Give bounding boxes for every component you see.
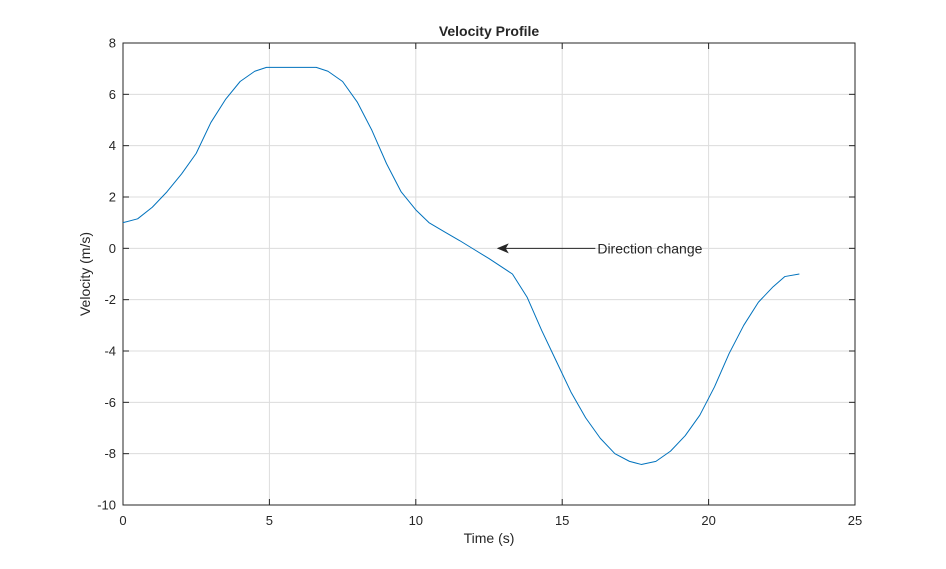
y-tick-label: 0 [109,241,116,256]
y-axis-label: Velocity (m/s) [77,232,93,316]
x-tick-label: 5 [266,513,273,528]
y-tick-label: 8 [109,36,116,51]
grid-lines [122,42,856,506]
plot-frame [122,42,856,506]
x-tick-label: 25 [848,513,862,528]
y-tick-label: 6 [109,87,116,102]
x-tick-label: 10 [409,513,423,528]
y-tick-label: -10 [97,498,116,513]
annotation-text: Direction change [597,240,702,256]
y-tick-label: -8 [104,446,116,461]
x-tick-label: 15 [555,513,569,528]
y-tick-label: -2 [104,292,116,307]
x-axis-label: Time (s) [464,530,515,546]
y-tick-label: 2 [109,190,116,205]
x-tick-label: 20 [701,513,715,528]
series-layer [122,66,800,465]
y-tick-label: 4 [109,138,116,153]
annotation-layer: Direction change [496,240,703,256]
y-tick-label: -4 [104,344,116,359]
velocity-series-line [122,66,800,465]
y-tick-label: -6 [104,395,116,410]
axis-ticks: 0 5 10 15 20 25 -10 -8 -6 -4 -2 0 2 4 6 8 [97,36,862,529]
x-tick-label: 0 [119,513,126,528]
chart-title: Velocity Profile [439,23,540,39]
